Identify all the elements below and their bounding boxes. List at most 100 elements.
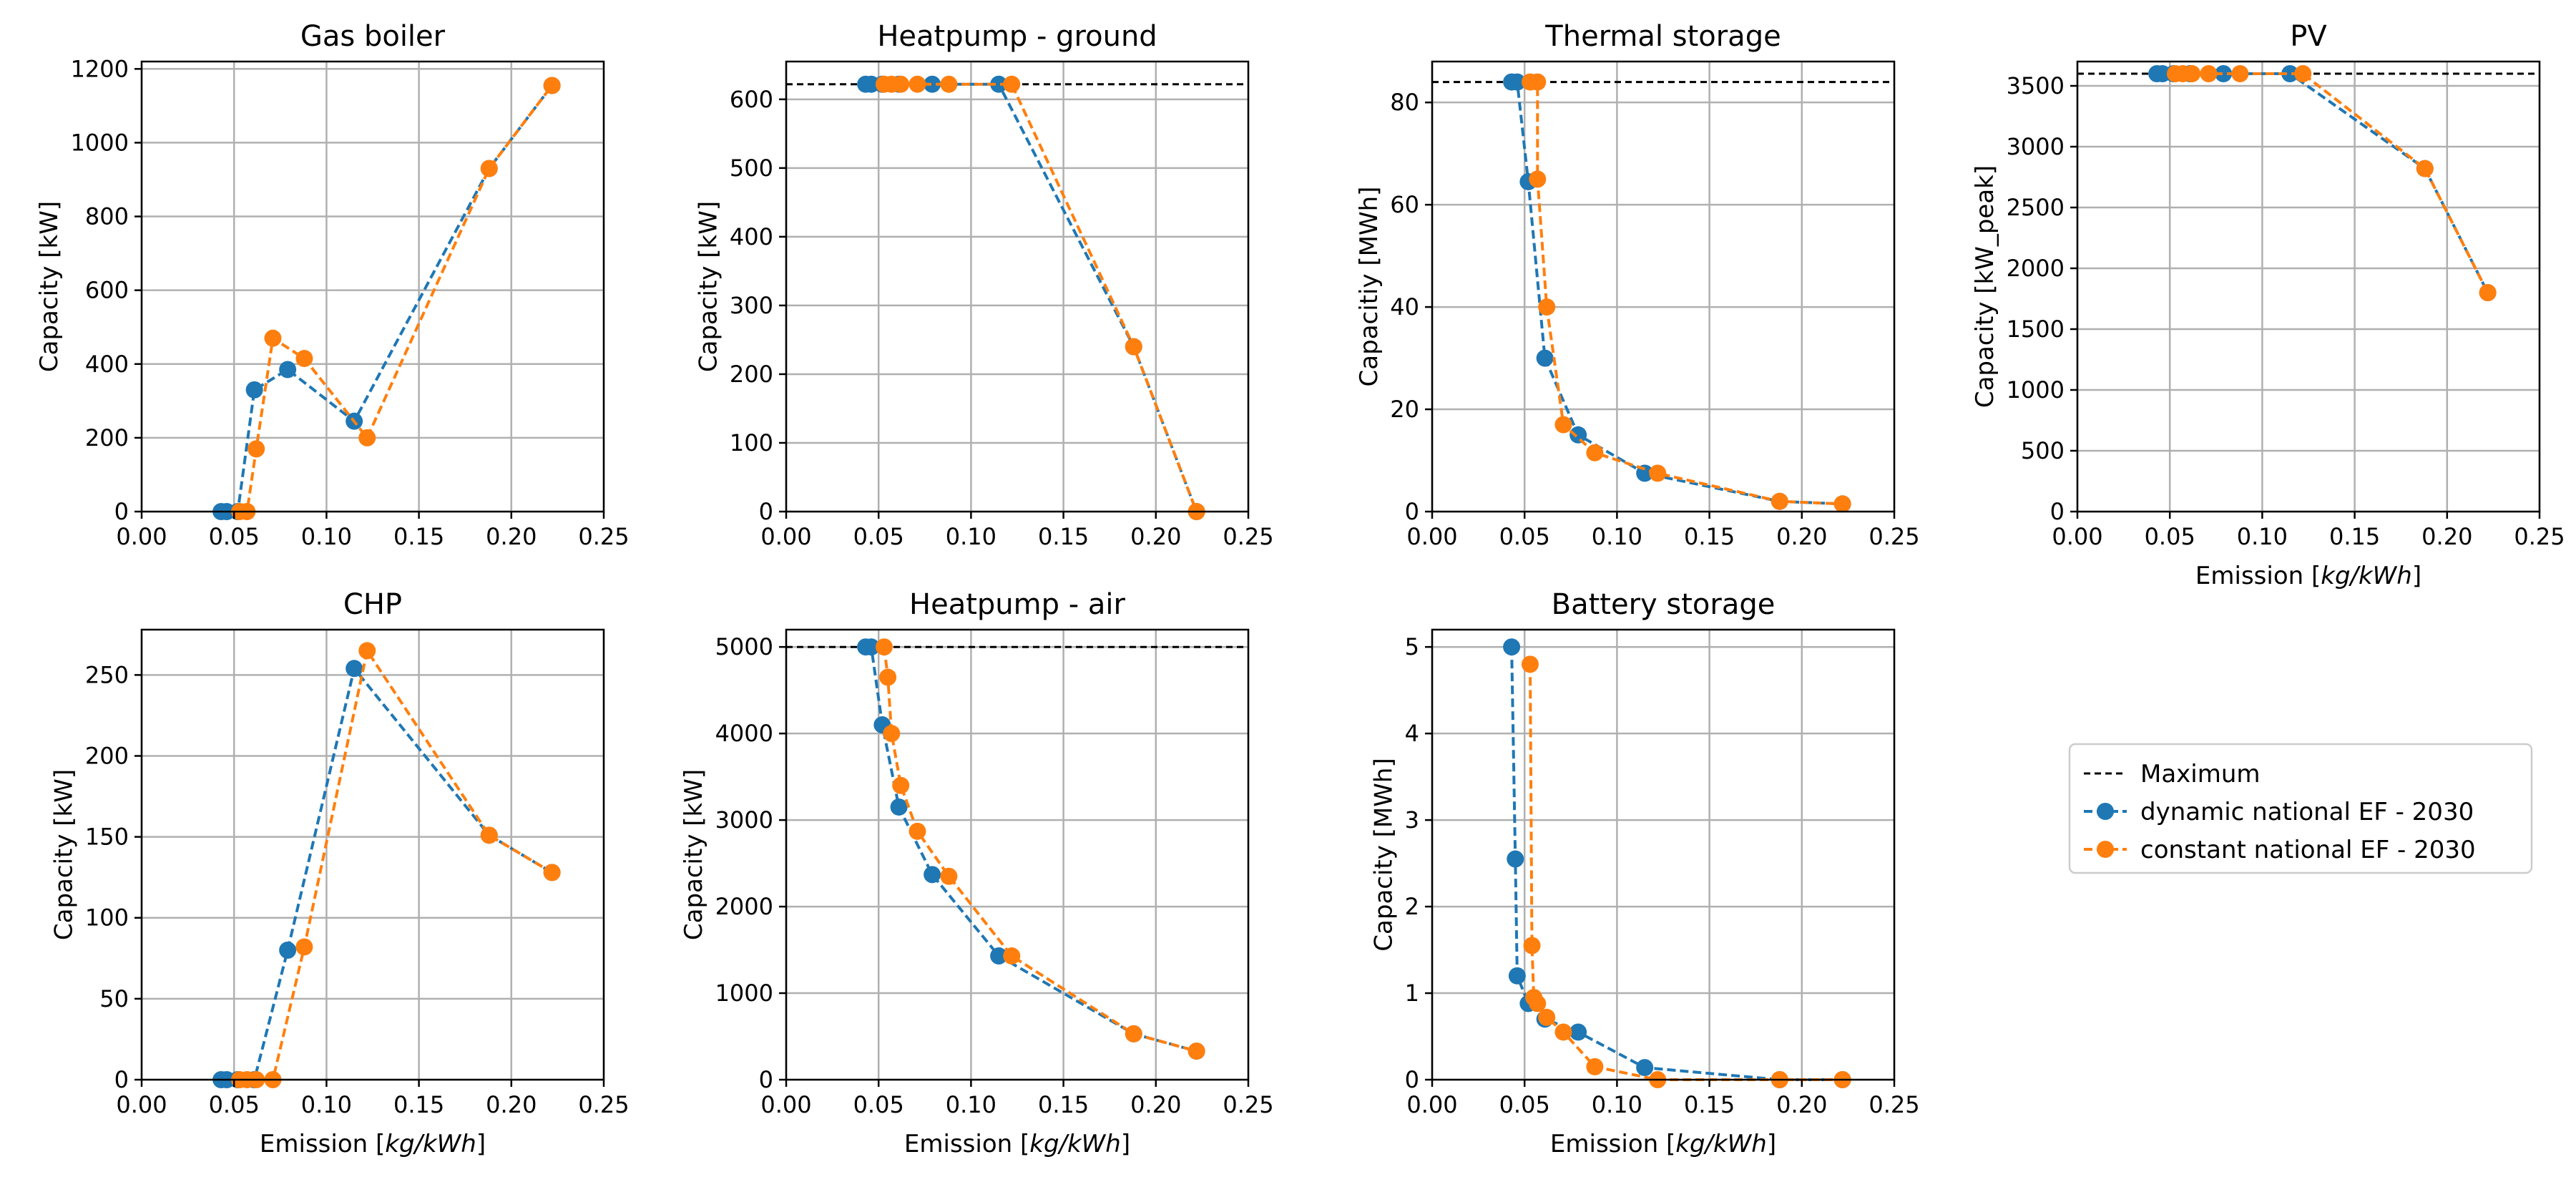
data-point-constant — [1649, 464, 1667, 482]
x-tick-label: 0.20 — [486, 1091, 537, 1118]
data-point-dynamic — [1569, 1023, 1587, 1041]
axes-frame — [785, 60, 1250, 513]
panel-battery-storage: 0.00 0.05 0.10 0.15 0.20 0.25 0 1 2 3 4 5 Battery st… — [1370, 588, 1920, 1158]
y-tick-label: 0 — [1405, 498, 1419, 525]
x-tick-label: 0.20 — [1130, 1091, 1181, 1118]
data-point-constant — [1538, 298, 1556, 316]
x-tick-label: 0.25 — [1223, 1091, 1273, 1118]
data-point-constant — [543, 77, 561, 94]
x-tick-label: 0.25 — [1869, 1091, 1919, 1118]
data-point-constant — [1529, 995, 1547, 1012]
data-point-dynamic — [279, 941, 297, 959]
y-tick-label: 0 — [114, 498, 129, 525]
y-tick-label: 400 — [730, 223, 773, 250]
x-tick-label: 0.00 — [760, 1091, 811, 1118]
data-point-constant — [1538, 1008, 1556, 1026]
data-point-constant — [892, 75, 910, 93]
y-tick-label: 800 — [85, 203, 129, 230]
x-tick-label: 0.20 — [1776, 523, 1827, 550]
data-point-constant — [1586, 1058, 1604, 1075]
y-tick-label: 80 — [1390, 89, 1419, 116]
series-line-constant — [240, 649, 553, 1081]
x-tick-label: 0.20 — [1130, 523, 1181, 550]
data-point-dynamic — [279, 361, 297, 379]
data-point-dynamic — [2215, 65, 2233, 82]
y-tick-label: 3500 — [2007, 72, 2065, 99]
x-tick-label: 0.10 — [946, 523, 996, 550]
data-point-constant — [2479, 284, 2497, 301]
chart-title: Battery storage — [1552, 588, 1776, 621]
x-tick-label: 0.00 — [760, 523, 811, 550]
data-point-dynamic — [990, 947, 1008, 965]
data-point-constant — [358, 642, 376, 660]
axes-frame — [1431, 60, 1896, 513]
y-tick-label: 50 — [99, 985, 129, 1012]
x-tick-label: 0.05 — [2145, 523, 2195, 550]
y-tick-label: 150 — [85, 824, 129, 851]
data-point-constant — [1554, 1023, 1572, 1041]
y-tick-label: 5 — [1405, 633, 1419, 660]
data-point-constant — [1187, 1042, 1205, 1060]
x-axis-label: Emission [kg/kWh] — [904, 1130, 1130, 1158]
data-point-dynamic — [245, 381, 263, 399]
data-point-constant — [1586, 444, 1604, 461]
data-point-constant — [1521, 655, 1539, 673]
data-point-constant — [2200, 65, 2218, 82]
x-tick-label: 0.00 — [2052, 523, 2102, 550]
data-point-constant — [1771, 492, 1788, 510]
data-point-dynamic — [1569, 426, 1587, 444]
x-tick-label: 0.00 — [116, 1091, 167, 1118]
data-point-constant — [295, 350, 313, 368]
x-tick-label: 0.10 — [301, 523, 352, 550]
data-point-constant — [295, 938, 313, 956]
legend-frame — [2068, 743, 2533, 874]
data-point-dynamic — [1636, 1059, 1654, 1077]
x-tick-label: 0.25 — [2514, 523, 2565, 550]
series-line-dynamic — [866, 645, 1198, 1053]
x-tick-label: 0.25 — [578, 1091, 629, 1118]
y-tick-label: 0 — [759, 498, 773, 525]
y-axis-label: Capacity [MWh] — [1370, 758, 1399, 951]
y-tick-label: 4000 — [715, 720, 773, 747]
x-tick-label: 0.15 — [1684, 1091, 1735, 1118]
y-tick-label: 60 — [1390, 191, 1419, 218]
data-point-dynamic — [1536, 349, 1554, 367]
x-tick-label: 0.05 — [1499, 1091, 1550, 1118]
data-point-dynamic — [1507, 850, 1524, 868]
y-tick-label: 1500 — [2007, 316, 2065, 343]
y-tick-label: 600 — [85, 277, 129, 304]
data-point-constant — [480, 826, 498, 844]
y-tick-label: 1000 — [71, 129, 129, 156]
data-point-constant — [879, 668, 897, 686]
y-tick-label: 200 — [730, 361, 773, 388]
data-point-dynamic — [862, 638, 880, 656]
data-point-constant — [1125, 338, 1142, 356]
y-tick-label: 300 — [730, 292, 773, 319]
panel-thermal-storage: 0.00 0.05 0.10 0.15 0.20 0.25 0 20 40 60 80 Thermal… — [1355, 20, 1920, 550]
legend-constant-marker — [2097, 841, 2114, 858]
y-tick-label: 200 — [85, 424, 129, 451]
axes-frame — [140, 60, 605, 513]
panel-pv: 0.00 0.05 0.10 0.15 0.20 0.25 0 500 1000 1500 2000… — [1971, 20, 2565, 590]
data-point-constant — [909, 75, 926, 93]
y-tick-label: 1000 — [2007, 376, 2065, 404]
panel-gas-boiler: 0.00 0.05 0.10 0.15 0.20 0.25 0 200 400 600 800 100… — [35, 20, 630, 550]
y-tick-label: 100 — [85, 904, 129, 932]
x-tick-label: 0.05 — [1499, 523, 1550, 550]
x-tick-label: 0.10 — [1592, 523, 1642, 550]
x-tick-label: 0.00 — [1406, 1091, 1457, 1118]
x-tick-label: 0.10 — [301, 1091, 352, 1118]
data-point-constant — [2416, 160, 2434, 177]
data-point-constant — [883, 725, 901, 743]
x-axis-label: Emission [kg/kWh] — [260, 1130, 486, 1158]
x-tick-label: 0.10 — [946, 1091, 996, 1118]
legend-dynamic-marker — [2097, 803, 2114, 820]
data-point-constant — [1554, 416, 1572, 434]
y-tick-label: 3000 — [715, 806, 773, 834]
y-tick-label: 0 — [759, 1066, 773, 1093]
data-point-dynamic — [924, 866, 941, 884]
axes-frame — [2076, 60, 2541, 513]
data-point-dynamic — [2281, 65, 2299, 82]
y-tick-label: 3 — [1405, 806, 1419, 834]
